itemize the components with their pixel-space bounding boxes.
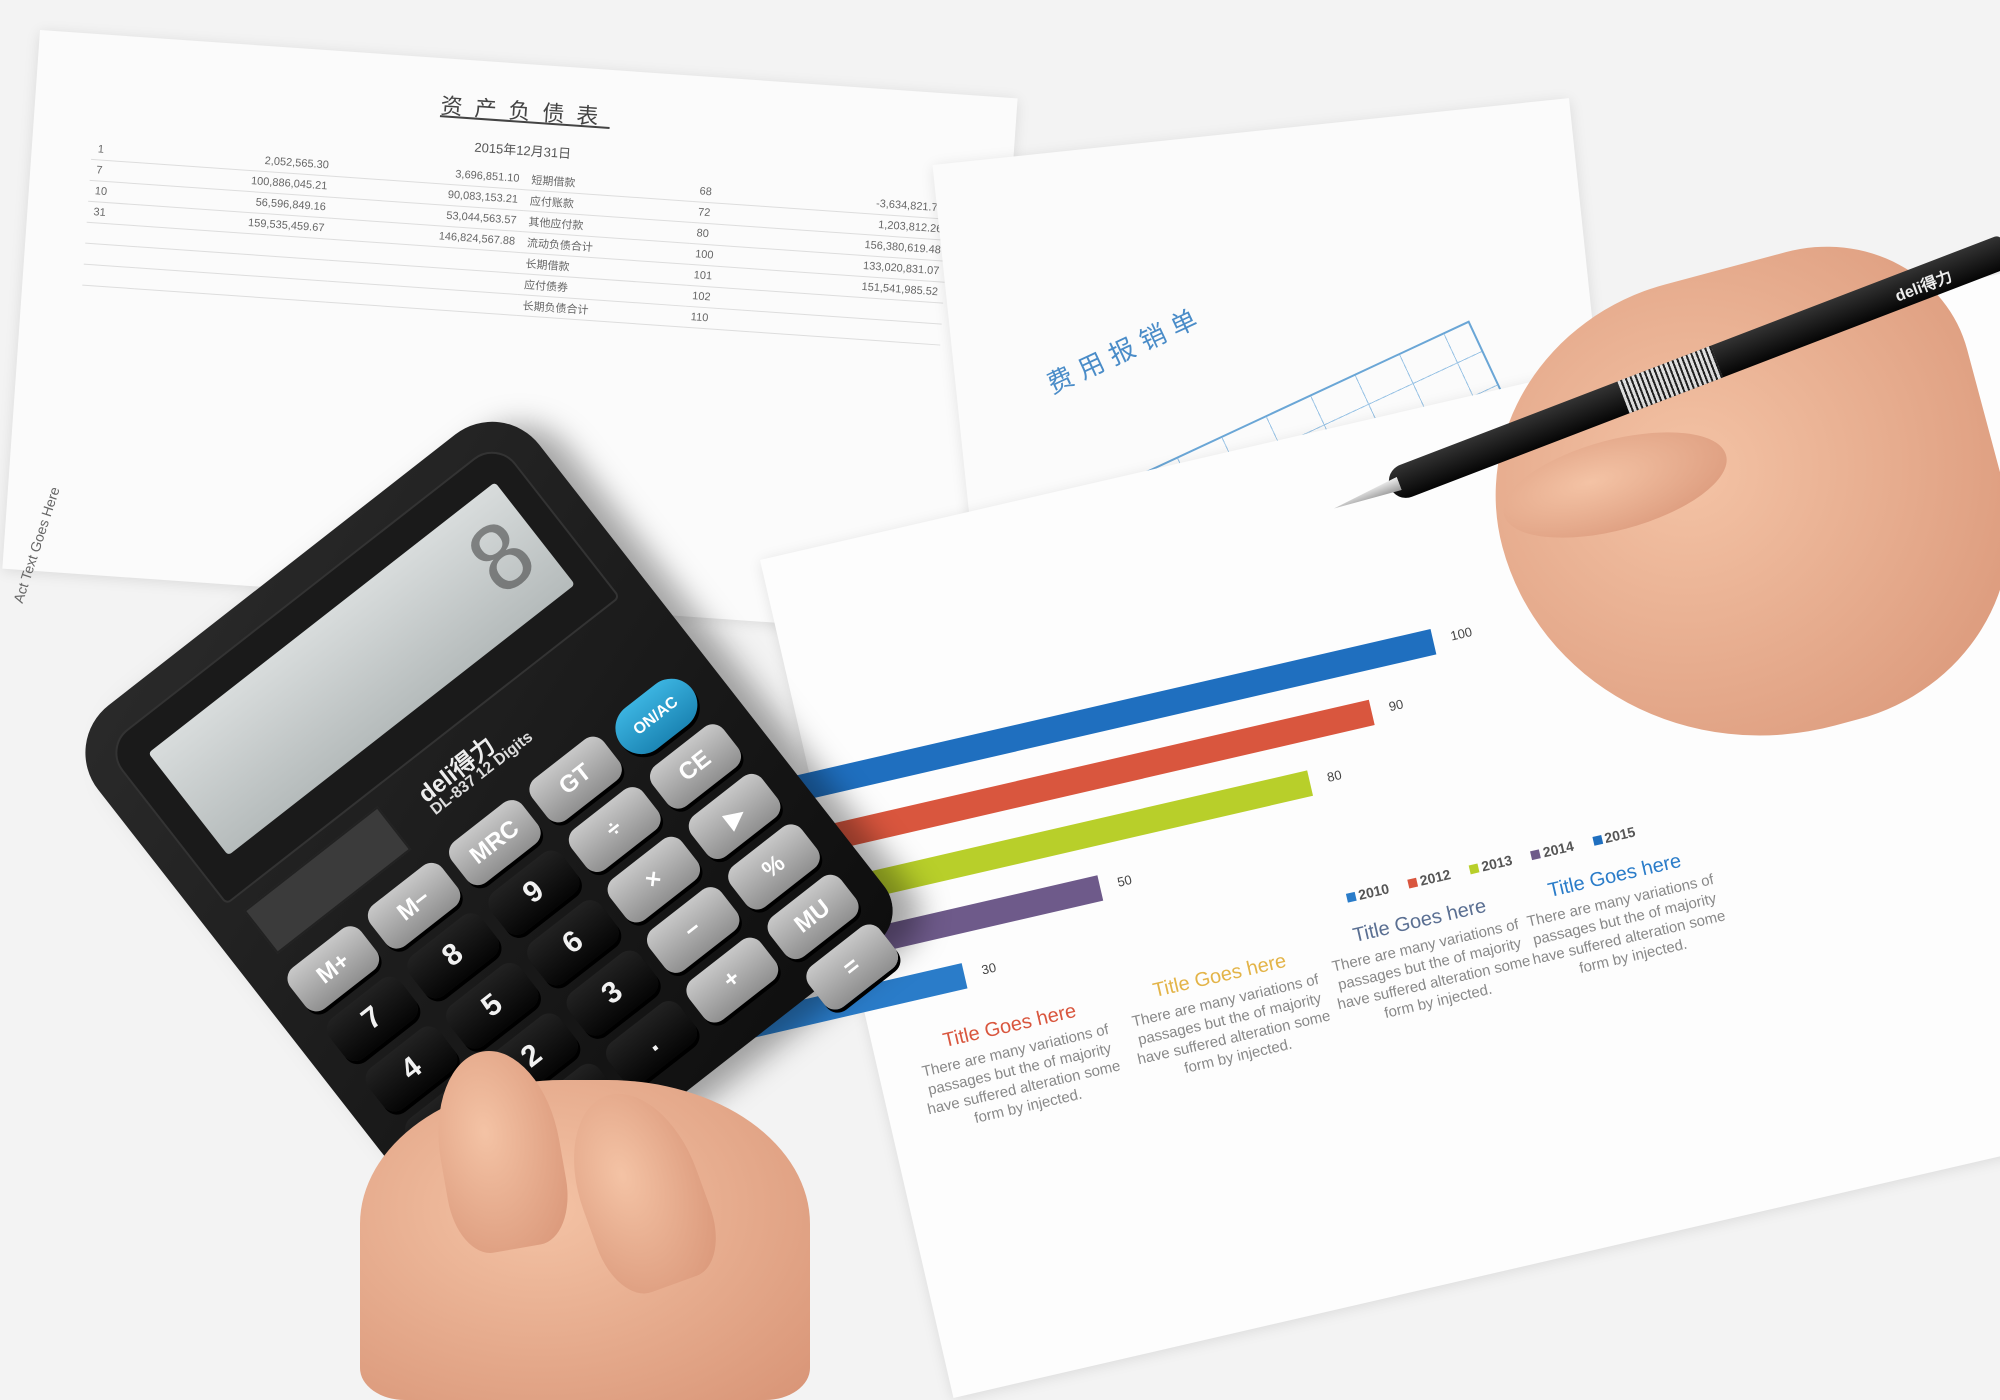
legend-swatch [1530, 849, 1542, 861]
table-cell [82, 264, 137, 289]
bar-value-label: 50 [1115, 871, 1134, 890]
table-cell: 110 [684, 306, 751, 332]
bar-value-label: 30 [980, 959, 998, 978]
legend-swatch [1592, 835, 1603, 846]
bar-value-label: 90 [1387, 696, 1405, 715]
legend-swatch [1407, 877, 1419, 889]
legend-swatch [1345, 891, 1357, 903]
bar-value-label: 80 [1325, 767, 1344, 785]
legend-swatch [1468, 863, 1480, 875]
